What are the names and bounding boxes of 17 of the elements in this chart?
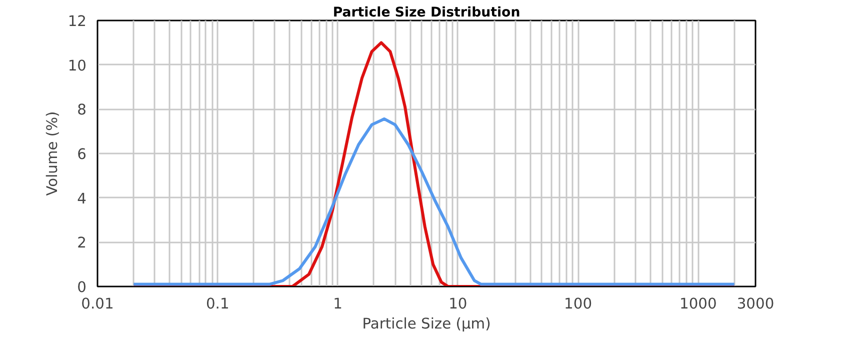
y-tick-label: 2: [77, 234, 87, 252]
x-tick-label: 1: [333, 296, 342, 312]
x-tick-label: 10: [448, 296, 468, 312]
y-tick-label: 6: [77, 146, 87, 163]
y-axis-title: Volume (%): [44, 111, 61, 196]
y-tick-label: 10: [68, 57, 87, 74]
y-tick-label: 12: [68, 13, 87, 30]
x-tick-label: 0.1: [206, 296, 230, 312]
y-tick-label: 0: [77, 279, 87, 296]
x-tick-label: 3000: [736, 296, 774, 312]
y-tick-label: 8: [77, 102, 87, 119]
x-tick-label: 0.01: [81, 296, 114, 312]
x-tick-label: 100: [564, 296, 592, 312]
x-tick-label: 1000: [680, 296, 717, 312]
chart-title: Particle Size Distribution: [332, 6, 520, 20]
x-axis-title: Particle Size (µm): [362, 316, 491, 332]
y-tick-label: 4: [77, 190, 87, 208]
